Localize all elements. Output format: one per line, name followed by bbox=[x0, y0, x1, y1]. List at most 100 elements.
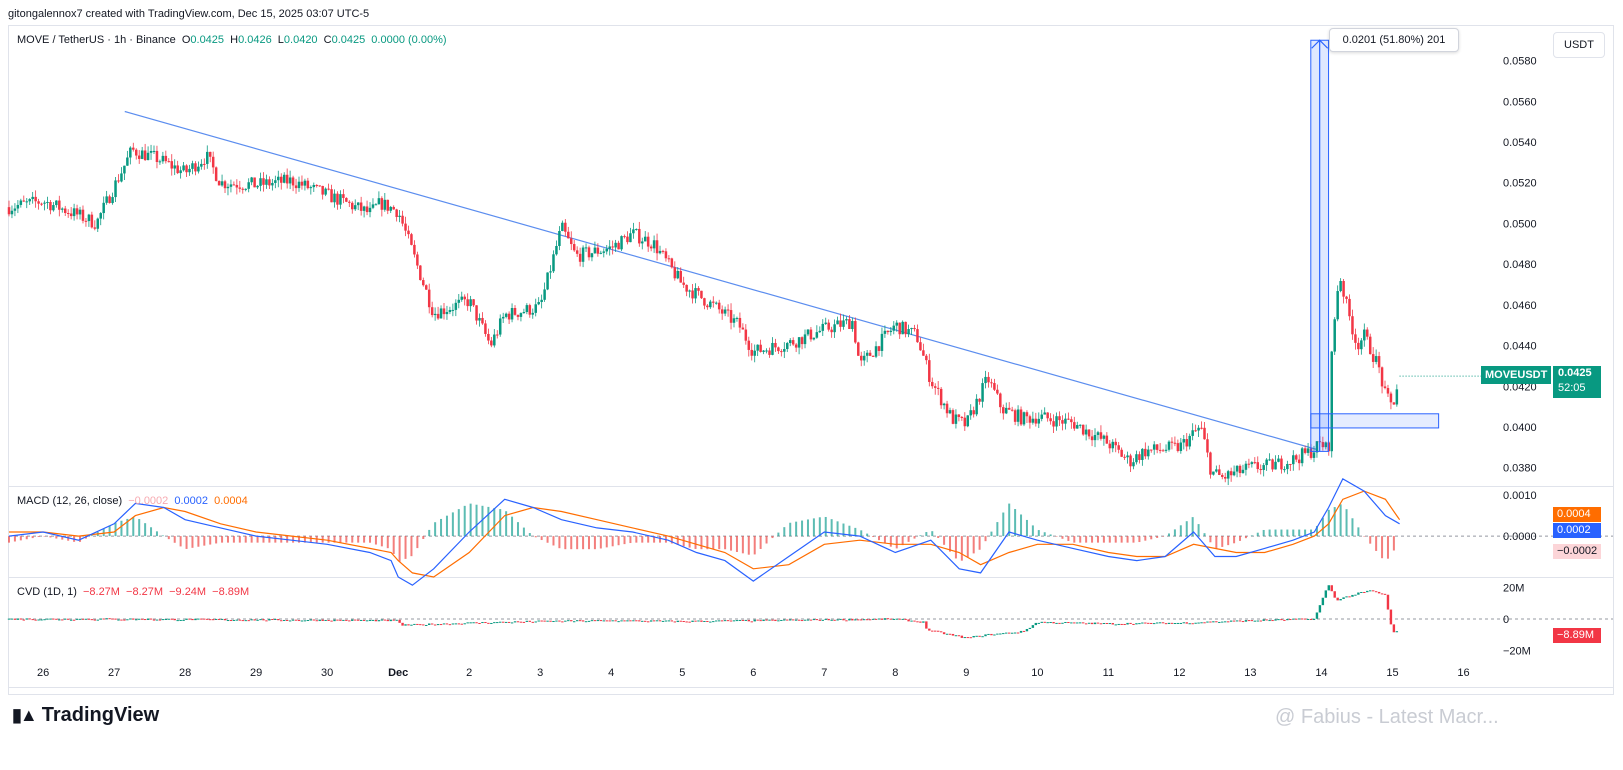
cvd-candle bbox=[1150, 622, 1153, 624]
cvd-candle bbox=[558, 620, 561, 622]
candle bbox=[910, 327, 913, 336]
candle-body bbox=[1114, 441, 1117, 446]
macd-histogram-bar bbox=[398, 536, 401, 562]
macd-histogram-bar bbox=[706, 536, 709, 550]
candle bbox=[1188, 433, 1191, 450]
candle bbox=[466, 293, 469, 311]
macd-histogram-bar bbox=[1250, 535, 1253, 537]
candle-body bbox=[271, 182, 274, 186]
cvd-name[interactable]: CVD (1D, 1) bbox=[17, 586, 77, 598]
cvd-candle bbox=[78, 618, 82, 620]
candle bbox=[348, 200, 351, 207]
cvd-candle bbox=[1114, 624, 1117, 626]
cvd-candle bbox=[1005, 632, 1008, 634]
macd-histogram-bar bbox=[445, 515, 448, 537]
candle bbox=[1046, 412, 1049, 422]
cvd-candle bbox=[1079, 622, 1082, 624]
candle-body bbox=[1221, 474, 1224, 477]
cvd-candle bbox=[638, 620, 641, 622]
candle bbox=[478, 313, 481, 327]
macd-histogram-bar bbox=[528, 533, 531, 537]
macd-histogram-bar bbox=[1304, 529, 1307, 537]
candle bbox=[963, 412, 967, 431]
candle bbox=[868, 350, 872, 357]
candle bbox=[732, 314, 736, 328]
candle-body bbox=[1102, 435, 1106, 439]
candle-body bbox=[170, 161, 174, 169]
cvd-candle bbox=[433, 624, 437, 626]
candle-body bbox=[37, 201, 40, 204]
macd-name[interactable]: MACD (12, 26, close) bbox=[17, 495, 123, 507]
candle-body bbox=[1212, 471, 1215, 475]
candle bbox=[102, 196, 105, 220]
candle-body bbox=[913, 327, 916, 330]
cvd-candle bbox=[288, 620, 292, 622]
cvd-candle bbox=[1073, 622, 1076, 624]
candle-body bbox=[638, 228, 641, 244]
cvd-candle bbox=[84, 618, 88, 620]
candle bbox=[377, 191, 381, 205]
cvd-candle bbox=[942, 632, 946, 635]
macd-axis-label: 0.0010 bbox=[1503, 490, 1537, 502]
candle-body bbox=[75, 208, 79, 215]
cvd-candle bbox=[1218, 621, 1221, 623]
candle-body bbox=[1259, 469, 1262, 471]
candle-body bbox=[203, 163, 206, 165]
candle bbox=[493, 329, 496, 348]
candle-body bbox=[1342, 281, 1345, 297]
candle-body bbox=[445, 312, 449, 315]
cvd-candle bbox=[138, 618, 141, 620]
candle-body bbox=[463, 296, 466, 300]
candle-body bbox=[1321, 442, 1325, 448]
cvd-candle bbox=[658, 620, 662, 622]
cvd-candle bbox=[1022, 630, 1026, 632]
cvd-candle bbox=[410, 624, 413, 626]
candle-body bbox=[821, 323, 825, 331]
cvd-candle bbox=[7, 618, 11, 620]
candle bbox=[427, 283, 431, 314]
candle bbox=[40, 202, 43, 206]
cvd-candle bbox=[632, 620, 635, 622]
candle bbox=[744, 324, 748, 345]
candle bbox=[889, 326, 893, 336]
cvd-candle bbox=[830, 619, 833, 621]
candle bbox=[380, 196, 384, 217]
cvd-candle bbox=[848, 618, 851, 621]
candle bbox=[540, 294, 543, 309]
candle bbox=[321, 185, 324, 200]
candle-body bbox=[945, 403, 949, 414]
candle bbox=[232, 181, 236, 186]
candle-body bbox=[519, 313, 523, 317]
candle-body bbox=[830, 329, 833, 333]
candle-body bbox=[268, 179, 271, 186]
candle-body bbox=[797, 337, 801, 348]
candle bbox=[1126, 451, 1129, 464]
candle-body bbox=[466, 299, 469, 307]
candle bbox=[1070, 416, 1073, 429]
cvd-candle bbox=[969, 637, 972, 639]
candle-body bbox=[1138, 454, 1141, 460]
candle bbox=[1179, 437, 1183, 454]
cvd-candle bbox=[570, 620, 573, 622]
symbol-name[interactable]: MOVE / TetherUS · 1h · Binance bbox=[17, 34, 176, 46]
candle bbox=[149, 144, 153, 160]
cvd-candle bbox=[972, 635, 975, 638]
currency-unit-button[interactable]: USDT bbox=[1553, 32, 1605, 58]
candle-body bbox=[599, 252, 603, 254]
tradingview-logo[interactable]: ▮▲ TradingView bbox=[12, 704, 159, 727]
cvd-candle bbox=[939, 631, 943, 633]
macd-histogram-bar bbox=[161, 535, 164, 537]
candle-body bbox=[818, 330, 822, 333]
candle bbox=[1330, 350, 1333, 458]
macd-histogram-bar bbox=[1008, 503, 1011, 537]
candle-body bbox=[1164, 449, 1168, 451]
candle bbox=[709, 299, 712, 309]
cvd-candle bbox=[584, 621, 588, 623]
cvd-candle bbox=[129, 618, 132, 620]
macd-histogram-bar bbox=[1073, 536, 1076, 543]
candle-body bbox=[1345, 296, 1348, 299]
macd-hist-value: −0.0002 bbox=[128, 495, 169, 507]
candle-body bbox=[525, 305, 529, 313]
candle bbox=[703, 297, 706, 310]
